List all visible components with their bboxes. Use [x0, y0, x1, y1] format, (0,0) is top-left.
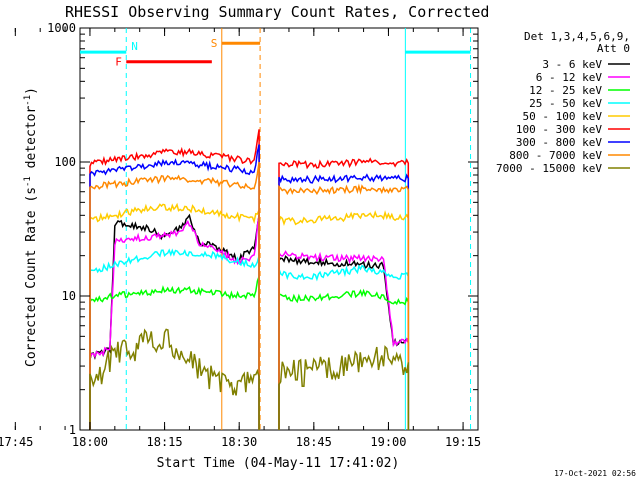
x-tick-label: 18:15 — [147, 435, 183, 449]
legend-label: 7000 - 15000 keV — [496, 162, 602, 175]
x-tick-label: 18:45 — [296, 435, 332, 449]
series-6-12-kev — [89, 215, 410, 430]
y-tick-label: 1 — [69, 423, 76, 437]
legend-label: 25 - 50 keV — [529, 97, 602, 110]
legend-label: 800 - 7000 keV — [509, 149, 602, 162]
series-100-300-kev — [89, 129, 410, 430]
series-800-7000-kev — [89, 161, 410, 430]
series-line — [278, 288, 410, 430]
x-tick-label: 19:15 — [445, 435, 481, 449]
series-50-100-kev — [89, 202, 410, 430]
legend-label: 50 - 100 keV — [523, 110, 603, 123]
series-line — [278, 250, 410, 430]
x-tick-label: 18:00 — [72, 435, 108, 449]
series-line — [278, 173, 410, 430]
y-tick-label: 1000 — [47, 21, 76, 35]
series-line — [278, 157, 410, 430]
event-marker-label: N — [131, 40, 138, 53]
legend-label: 12 - 25 keV — [529, 84, 602, 97]
series-line — [89, 276, 260, 430]
x-tick-label: 18:30 — [221, 435, 257, 449]
series-line — [89, 215, 260, 430]
series-line — [278, 210, 410, 430]
series-line — [89, 202, 260, 430]
series-line — [89, 248, 260, 430]
series-25-50-kev — [89, 248, 410, 430]
series-7000-15000-kev — [89, 328, 410, 430]
series-line — [89, 129, 260, 430]
series-line — [278, 264, 410, 430]
flag-bar-label: S — [211, 37, 218, 50]
x-tick-label: 19:00 — [370, 435, 406, 449]
y-tick-label: 10 — [62, 289, 76, 303]
flag-bar-label: F — [115, 56, 122, 69]
series-line — [89, 328, 260, 430]
series-line — [278, 345, 410, 430]
legend-label: 3 - 6 keV — [542, 58, 602, 71]
series-3-6-kev — [89, 213, 410, 430]
x-tick-label: 17:45 — [0, 435, 33, 449]
series-line — [278, 183, 410, 430]
legend-header: Att 0 — [597, 42, 630, 55]
chart-title: RHESSI Observing Summary Count Rates, Co… — [65, 3, 489, 21]
series-300-800-kev — [89, 144, 410, 430]
y-tick-label: 100 — [54, 155, 76, 169]
legend-label: 6 - 12 keV — [536, 71, 603, 84]
series-line — [278, 255, 410, 430]
series-line — [89, 161, 260, 430]
legend-header: Det 1,3,4,5,6,9, — [524, 30, 630, 43]
y-axis-label: Corrected Count Rate (s-1 detector-1) — [23, 87, 39, 367]
series-12-25-kev — [89, 276, 410, 430]
legend-label: 100 - 300 keV — [516, 123, 602, 136]
x-axis-label: Start Time (04-May-11 17:41:02) — [157, 456, 400, 471]
series-line — [89, 144, 260, 430]
legend-label: 300 - 800 keV — [516, 136, 602, 149]
timestamp: 17-Oct-2021 02:56 — [554, 469, 636, 478]
